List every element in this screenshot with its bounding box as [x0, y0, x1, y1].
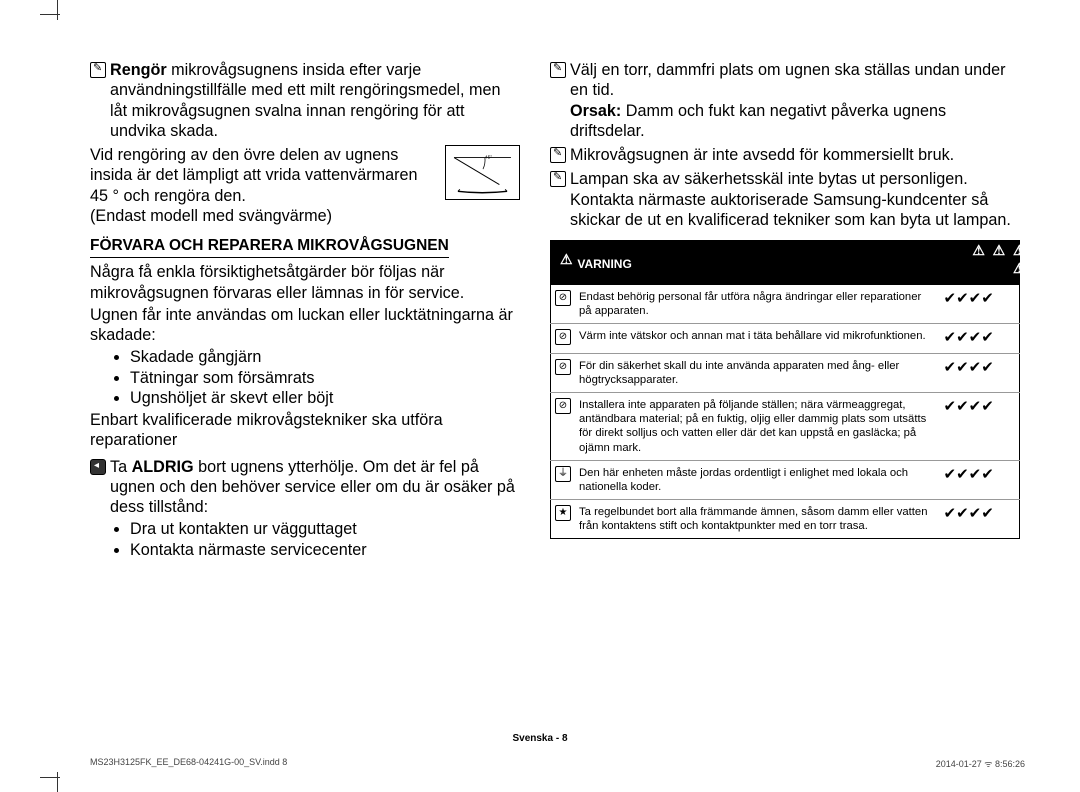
action-list: Dra ut kontakten ur vägguttaget Kontakta… — [90, 519, 520, 560]
warning-row-checks: ✔✔✔✔ — [940, 393, 1020, 460]
pencil-icon — [550, 147, 566, 163]
list-item: Skadade gångjärn — [130, 347, 520, 367]
list-item: Ugnshöljet är skevt eller böjt — [130, 388, 520, 408]
page-columns: Rengör mikrovågsugnens insida efter varj… — [90, 60, 1025, 562]
warning-triangle-icon — [999, 263, 1013, 277]
warning-row: ⊘Värm inte vätskor och annan mat i täta … — [551, 324, 1020, 354]
para-rotate-text: Vid rengöring av den övre delen av ugnen… — [90, 146, 418, 205]
para-qualified: Enbart kvalificerade mikrovågstekniker s… — [90, 410, 520, 451]
warning-row: ⊘Installera inte apparaten på följande s… — [551, 393, 1020, 460]
warning-triangle-icon — [979, 245, 993, 259]
warning-row: ⊘Endast behörig personal får utföra någr… — [551, 285, 1020, 324]
right-column: Välj en torr, dammfri plats om ugnen ska… — [550, 60, 1020, 562]
warning-triangle-icon — [999, 245, 1013, 259]
warning-rows: ⊘Endast behörig personal får utföra någr… — [551, 285, 1020, 539]
diagram-angle-label: 45° — [485, 155, 492, 161]
left-column: Rengör mikrovågsugnens insida efter varj… — [90, 60, 520, 562]
list-item: Kontakta närmaste servicecenter — [130, 540, 520, 560]
warning-row: ⊘För din säkerhet skall du inte använda … — [551, 353, 1020, 392]
section-heading-wrap: FÖRVARA OCH REPARERA MIKROVÅGSUGNEN — [90, 228, 520, 262]
warning-row-icon: ★ — [555, 505, 571, 521]
warning-header: VARNING — [551, 241, 1020, 286]
warning-row-checks: ✔✔✔✔ — [940, 499, 1020, 538]
para-store-dry: Välj en torr, dammfri plats om ugnen ska… — [550, 60, 1020, 141]
warning-row-text: Den här enheten måste jordas ordentligt … — [575, 460, 940, 499]
damage-list: Skadade gångjärn Tätningar som försämrat… — [90, 347, 520, 408]
footer-date: 2014-01-27 ᯤ 8:56:26 — [936, 757, 1025, 770]
para-commercial: Mikrovågsugnen är inte avsedd för kommer… — [550, 145, 1020, 165]
warning-row-checks: ✔✔✔✔ — [940, 460, 1020, 499]
para-never-text: Ta ALDRIG bort ugnens ytterhölje. Om det… — [110, 457, 520, 518]
warning-row-text: För din säkerhet skall du inte använda a… — [575, 353, 940, 392]
pencil-icon — [550, 62, 566, 78]
para-clean-text: Rengör mikrovågsugnens insida efter varj… — [110, 60, 520, 141]
warning-row-text: Installera inte apparaten på följande st… — [575, 393, 940, 460]
pencil-icon — [90, 62, 106, 78]
footer-meta: MS23H3125FK_EE_DE68-04241G-00_SV.indd 8 … — [90, 757, 1025, 770]
para-lamp: Lampan ska av säkerhetsskäl inte bytas u… — [550, 169, 1020, 230]
warning-row-text: Endast behörig personal får utföra några… — [575, 285, 940, 324]
warning-row-icon: ⊘ — [555, 329, 571, 345]
warning-row-checks: ✔✔✔✔ — [940, 285, 1020, 324]
warning-row-icon: ⏚ — [555, 466, 571, 482]
para-clean: Rengör mikrovågsugnens insida efter varj… — [90, 60, 520, 141]
para-store-text: Välj en torr, dammfri plats om ugnen ska… — [570, 60, 1020, 141]
warning-triangle-icon — [560, 254, 574, 268]
warning-row-text: Ta regelbundet bort alla främmande ämnen… — [575, 499, 940, 538]
warning-row: ★Ta regelbundet bort alla främmande ämne… — [551, 499, 1020, 538]
para-never-remove: Ta ALDRIG bort ugnens ytterhölje. Om det… — [90, 457, 520, 518]
para-door: Ugnen får inte användas om luckan eller … — [90, 305, 520, 346]
diagram-svg: 45° — [446, 146, 519, 199]
warning-row-icon: ⊘ — [555, 398, 571, 414]
para-rotate: 45° Vid rengöring av den övre delen av u… — [90, 145, 520, 226]
pencil-icon — [550, 171, 566, 187]
warning-row: ⏚Den här enheten måste jordas ordentligt… — [551, 460, 1020, 499]
para-precautions: Några få enkla försiktighetsåtgärder bör… — [90, 262, 520, 303]
warning-label: VARNING — [577, 257, 631, 271]
warning-row-icon: ⊘ — [555, 290, 571, 306]
list-item: Dra ut kontakten ur vägguttaget — [130, 519, 520, 539]
page-footer: Svenska - 8 — [0, 733, 1080, 744]
caution-icon — [90, 459, 106, 475]
warning-triangle-icon — [958, 245, 972, 259]
para-lamp-text: Lampan ska av säkerhetsskäl inte bytas u… — [570, 169, 1020, 230]
section-heading: FÖRVARA OCH REPARERA MIKROVÅGSUGNEN — [90, 236, 449, 258]
para-commercial-text: Mikrovågsugnen är inte avsedd för kommer… — [570, 145, 1020, 165]
warning-table: VARNING ⊘Endast behörig personal får utf… — [550, 240, 1020, 539]
para-rotate-note: (Endast modell med svängvärme) — [90, 207, 332, 225]
heater-diagram: 45° — [445, 145, 520, 200]
warning-row-icon: ⊘ — [555, 359, 571, 375]
warning-row-text: Värm inte vätskor och annan mat i täta b… — [575, 324, 940, 354]
warning-row-checks: ✔✔✔✔ — [940, 324, 1020, 354]
footer-file: MS23H3125FK_EE_DE68-04241G-00_SV.indd 8 — [90, 757, 287, 770]
warning-row-checks: ✔✔✔✔ — [940, 353, 1020, 392]
list-item: Tätningar som försämrats — [130, 368, 520, 388]
